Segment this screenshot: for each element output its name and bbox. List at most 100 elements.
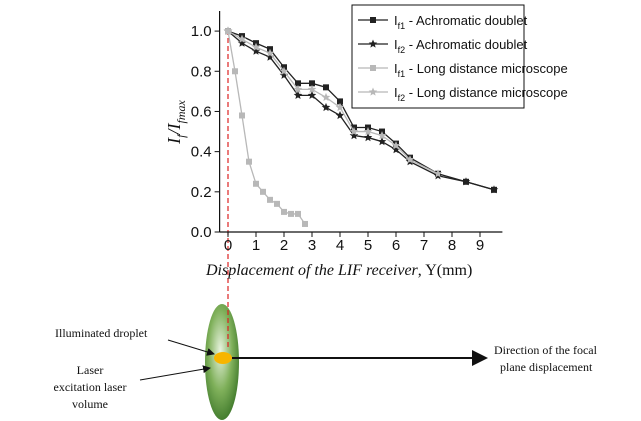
data-point xyxy=(391,145,401,154)
data-point xyxy=(279,66,289,75)
x-tick-label: 6 xyxy=(392,237,400,254)
legend-label-part: - Achromatic doublet xyxy=(405,13,528,28)
x-axis-label: Displacement of the LIF receiver, Y(mm) xyxy=(205,262,472,279)
data-point xyxy=(433,169,443,178)
direction-label: Direction of the focal xyxy=(494,343,598,357)
legend-label: If1 - Achromatic doublet xyxy=(394,13,528,31)
data-point xyxy=(288,210,294,217)
legend-label-part: I xyxy=(394,13,398,28)
x-tick-label: 4 xyxy=(336,237,344,254)
diagram: Illuminated droplet Laser excitation las… xyxy=(54,30,598,420)
droplet xyxy=(214,352,232,364)
data-point xyxy=(265,48,275,57)
legend-label: If2 - Achromatic doublet xyxy=(394,37,528,55)
legend-label-part: f1 xyxy=(398,21,406,31)
y-tick-label: 0.6 xyxy=(191,103,212,120)
data-point xyxy=(405,155,415,164)
data-point xyxy=(251,46,261,55)
y-tick-label: 0.0 xyxy=(191,224,212,241)
legend-marker xyxy=(370,17,376,23)
x-tick-label: 1 xyxy=(252,237,260,254)
x-tick-label: 3 xyxy=(308,237,316,254)
data-point xyxy=(321,102,331,112)
y-tick-label: 0.8 xyxy=(191,63,212,80)
data-point xyxy=(337,98,343,105)
data-point xyxy=(237,38,247,47)
data-point xyxy=(391,141,401,150)
data-point xyxy=(377,137,387,146)
x-axis-label-part: Displacement of the LIF receiver xyxy=(205,262,419,279)
direction-label: plane displacement xyxy=(500,360,593,374)
legend-label-part: f2 xyxy=(398,45,406,55)
legend-label-part: - Long distance microscope xyxy=(405,85,568,100)
data-point xyxy=(281,208,287,215)
series-line xyxy=(227,30,306,225)
data-point xyxy=(293,90,303,99)
y-axis-label-part: fmax xyxy=(174,99,188,123)
data-point xyxy=(267,196,273,203)
data-point xyxy=(237,34,247,43)
volume-label: volume xyxy=(72,397,108,411)
legend-label-part: f1 xyxy=(398,69,406,79)
data-point xyxy=(253,180,259,187)
data-point xyxy=(239,112,245,119)
legend-label-part: - Long distance microscope xyxy=(405,61,568,76)
y-axis-label-part: I xyxy=(164,137,184,145)
legend-label-part: I xyxy=(394,61,398,76)
y-tick-label: 0.2 xyxy=(191,184,212,201)
data-point xyxy=(251,42,261,51)
data-point xyxy=(302,220,308,227)
data-point xyxy=(223,26,233,35)
data-point xyxy=(321,92,331,101)
x-tick-label: 2 xyxy=(280,237,288,254)
data-point xyxy=(309,80,315,87)
legend-label: If2 - Long distance microscope xyxy=(394,85,568,103)
legend-marker xyxy=(368,39,378,48)
legend-box xyxy=(351,4,525,109)
data-point xyxy=(295,210,301,217)
droplet-label: Illuminated droplet xyxy=(55,326,148,340)
y-axis-label-part: f xyxy=(174,133,188,138)
data-point xyxy=(363,133,373,142)
x-tick-label: 0 xyxy=(224,237,232,254)
data-point xyxy=(335,111,345,120)
data-point xyxy=(307,84,317,93)
legend-marker xyxy=(370,65,376,71)
data-point xyxy=(335,102,345,112)
y-axis-label: If/Ifmax xyxy=(164,99,188,144)
legend-label: If1 - Long distance microscope xyxy=(394,61,568,79)
y-tick-label: 1.0 xyxy=(191,23,212,40)
y-tick-label: 0.4 xyxy=(191,144,212,161)
x-axis-label-part: , Y(mm) xyxy=(418,262,473,279)
data-point xyxy=(265,52,275,61)
data-point xyxy=(363,127,373,136)
data-point xyxy=(323,84,329,91)
data-point xyxy=(246,158,252,165)
data-point xyxy=(295,80,301,87)
volume-label: excitation laser xyxy=(54,380,127,394)
volume-arrow xyxy=(139,365,211,381)
data-point xyxy=(293,84,303,93)
data-point xyxy=(260,188,266,195)
x-tick-label: 9 xyxy=(476,237,484,254)
x-tick-label: 8 xyxy=(448,237,456,254)
legend-label-part: f2 xyxy=(398,93,406,103)
data-point xyxy=(377,131,387,140)
data-point xyxy=(232,68,238,75)
data-point xyxy=(307,90,317,99)
x-tick-label: 7 xyxy=(420,237,428,254)
legend-label-part: I xyxy=(394,37,398,52)
y-axis-label-part: /I xyxy=(164,122,184,135)
data-point xyxy=(279,70,289,79)
data-point xyxy=(349,131,359,140)
legend-label-part: - Achromatic doublet xyxy=(405,37,528,52)
droplet-arrow xyxy=(167,339,215,356)
x-tick-label: 5 xyxy=(364,237,372,254)
legend-label-part: I xyxy=(394,85,398,100)
data-point xyxy=(349,127,359,136)
data-point xyxy=(274,200,280,207)
data-point xyxy=(489,185,499,194)
legend-marker xyxy=(368,87,378,96)
volume-label: Laser xyxy=(77,363,104,377)
